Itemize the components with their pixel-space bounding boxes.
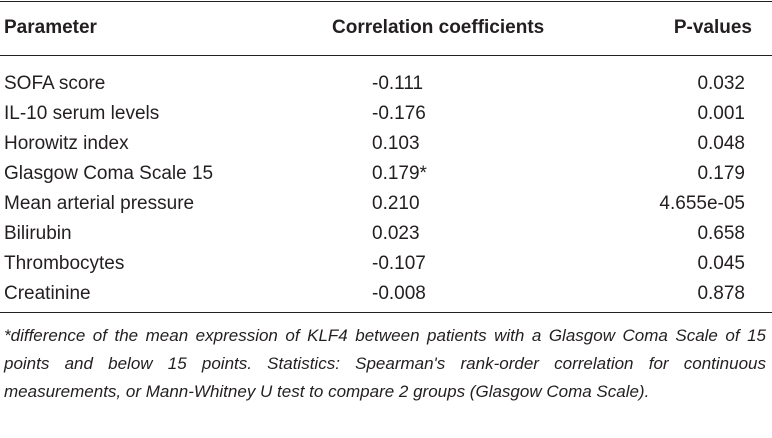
table-row: IL-10 serum levels -0.176 0.001	[0, 99, 772, 129]
table-body: SOFA score -0.111 0.032 IL-10 serum leve…	[0, 69, 772, 309]
cell-correlation: 0.023	[372, 223, 420, 244]
cell-pvalue: 0.045	[697, 253, 745, 274]
table-row: Mean arterial pressure 0.210 4.655e-05	[0, 189, 772, 219]
table-row: Horowitz index 0.103 0.048	[0, 129, 772, 159]
table-header-rule	[0, 55, 772, 56]
table-bottom-rule	[0, 312, 772, 313]
cell-pvalue: 4.655e-05	[659, 193, 745, 214]
table-row: SOFA score -0.111 0.032	[0, 69, 772, 99]
header-pvalues: P-values	[673, 17, 752, 38]
cell-pvalue: 0.032	[697, 73, 745, 94]
table-row: Glasgow Coma Scale 15 0.179* 0.179	[0, 159, 772, 189]
cell-pvalue: 0.878	[697, 283, 745, 304]
header-parameter: Parameter	[4, 17, 97, 38]
cell-correlation: -0.008	[372, 283, 426, 304]
table-row: Thrombocytes -0.107 0.045	[0, 249, 772, 279]
cell-correlation: 0.210	[372, 193, 420, 214]
cell-correlation: 0.103	[372, 133, 420, 154]
table-row: Creatinine -0.008 0.878	[0, 279, 772, 309]
table-footnote: *difference of the mean expression of KL…	[4, 326, 766, 401]
cell-correlation: -0.111	[372, 73, 424, 94]
cell-parameter: SOFA score	[4, 73, 106, 94]
cell-pvalue: 0.658	[697, 223, 745, 244]
cell-parameter: Creatinine	[4, 283, 91, 304]
cell-parameter: Mean arterial pressure	[4, 193, 195, 214]
cell-correlation: -0.176	[372, 103, 426, 124]
cell-parameter: Glasgow Coma Scale 15	[4, 163, 214, 184]
header-correlation: Correlation coefficients	[332, 17, 545, 38]
cell-pvalue: 0.001	[697, 103, 745, 124]
table-top-rule	[0, 1, 772, 2]
cell-correlation: -0.107	[372, 253, 426, 274]
cell-parameter: Horowitz index	[4, 133, 129, 154]
cell-parameter: Thrombocytes	[4, 253, 125, 274]
table-row: Bilirubin 0.023 0.658	[0, 219, 772, 249]
cell-parameter: Bilirubin	[4, 223, 72, 244]
table-header-row: Parameter Correlation coefficients P-val…	[0, 0, 772, 55]
cell-pvalue: 0.179	[697, 163, 745, 184]
cell-correlation: 0.179*	[372, 163, 427, 184]
cell-parameter: IL-10 serum levels	[4, 103, 160, 124]
cell-pvalue: 0.048	[697, 133, 745, 154]
